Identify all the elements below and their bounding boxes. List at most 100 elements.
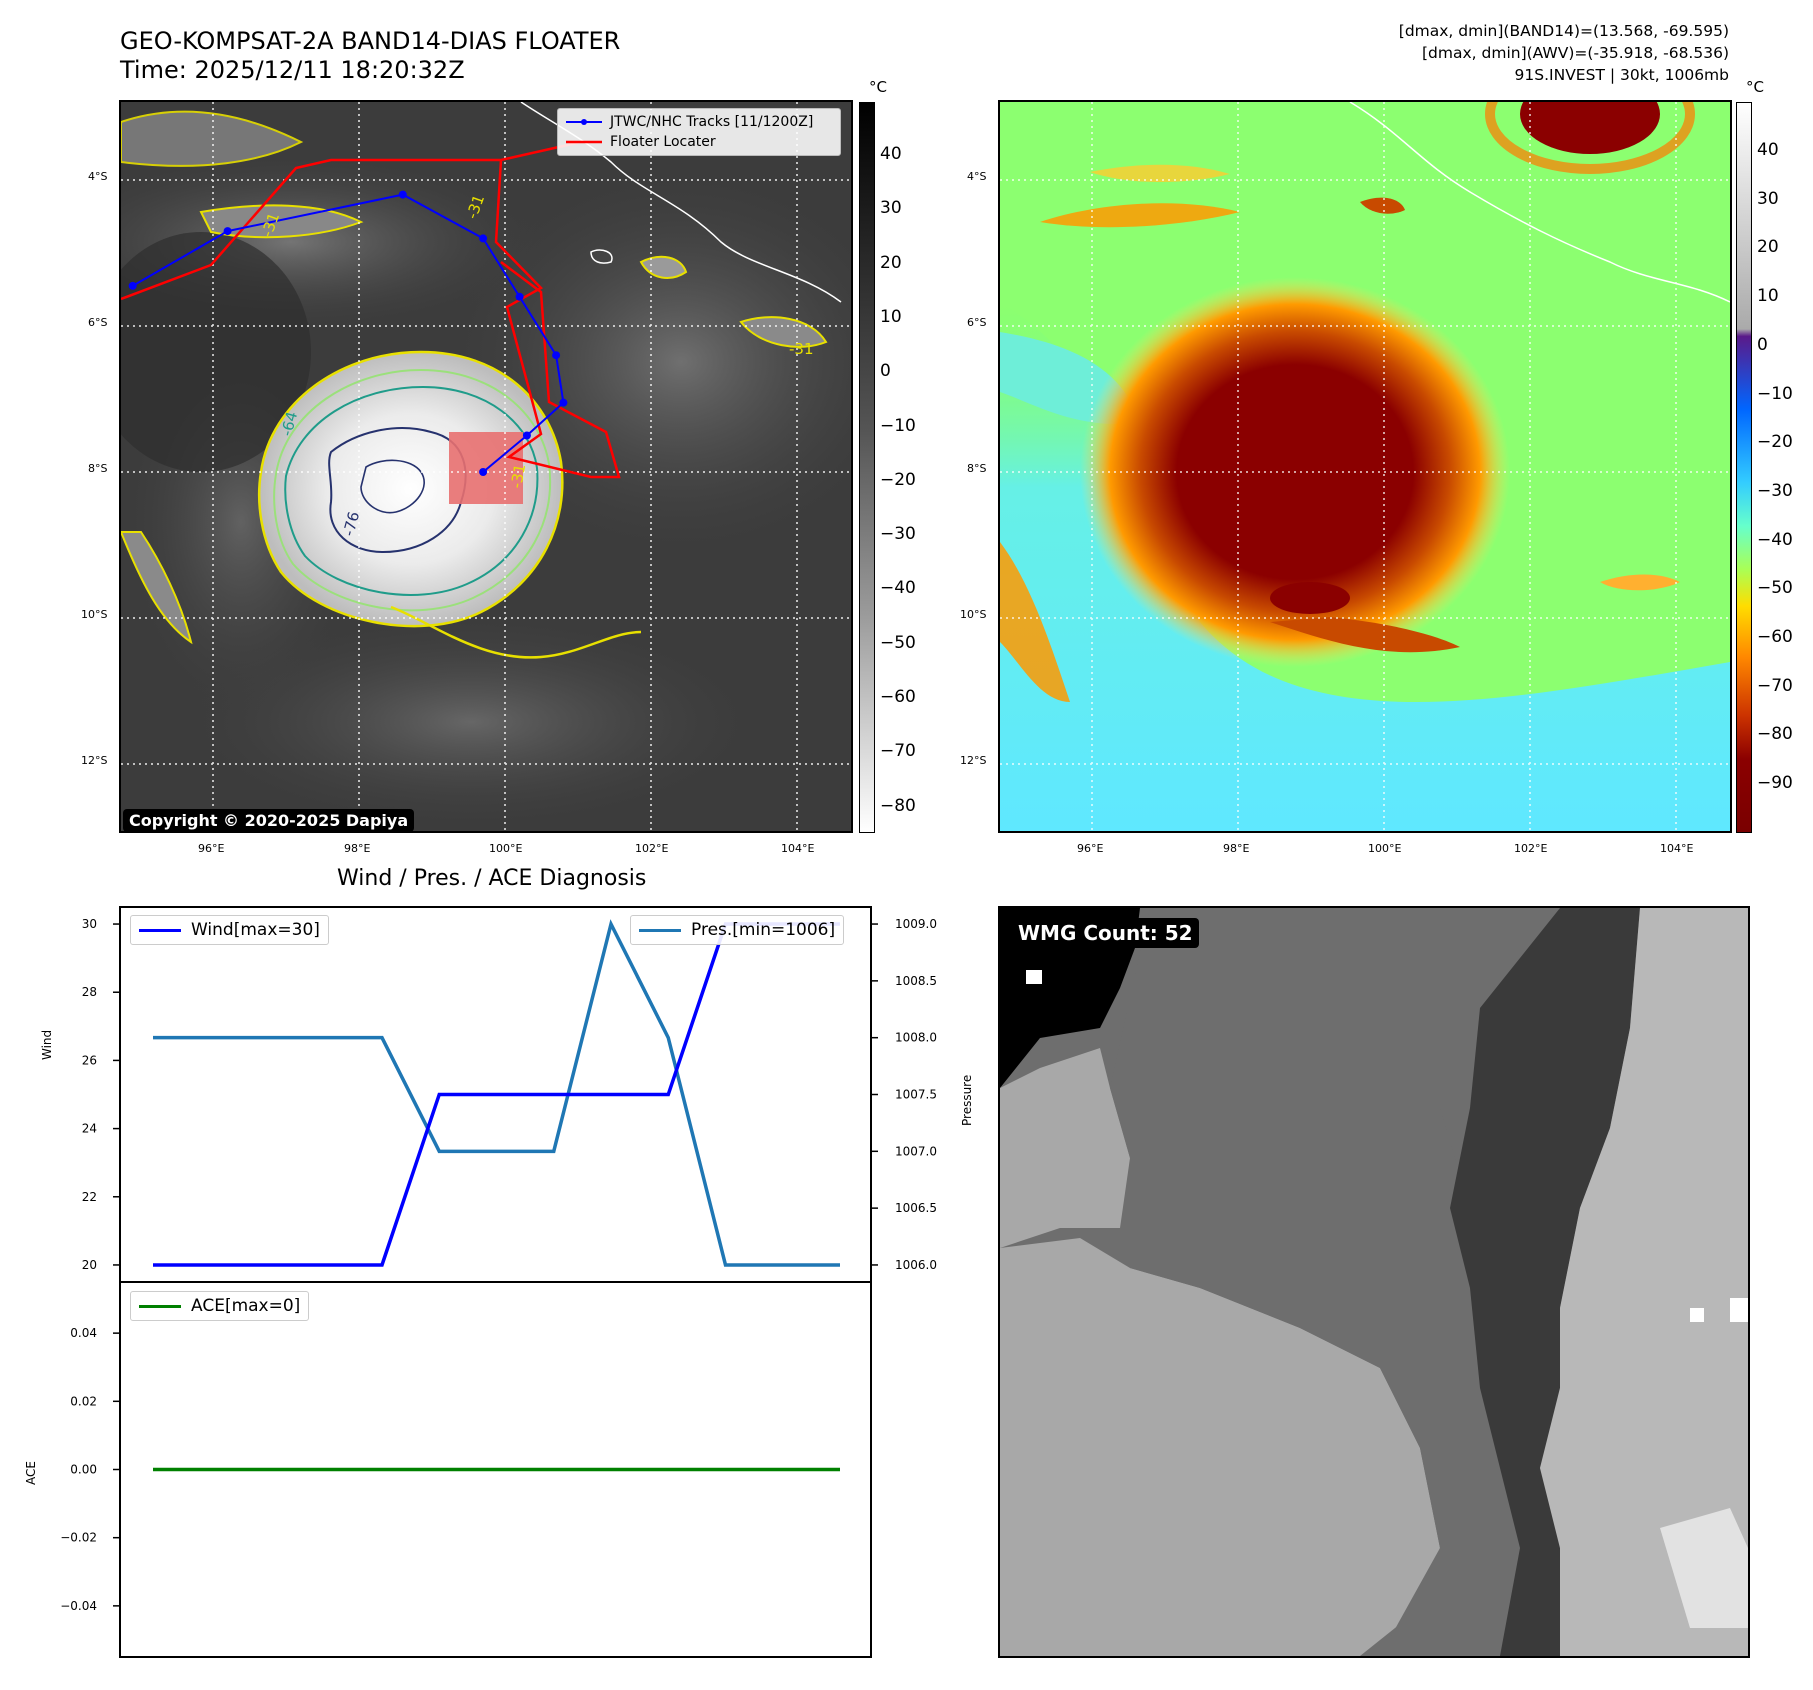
color-ir-map-panel [998,100,1732,833]
ir-map-image: -31 -31 -31 -31 -64 -76 [121,102,851,831]
pres-legend-swatch [639,928,681,932]
colorbar-tick-label: 40 [880,144,902,164]
axis-tick-label: 1008.5 [895,974,937,988]
lat-label: 8°S [967,462,987,475]
contour-label: -31 [789,340,814,358]
colorbar-tick-label: 10 [1757,286,1779,307]
track-point [128,281,137,290]
axis-tick-label: 1009.0 [895,917,937,931]
lon-label: 98°E [344,842,371,855]
contour-label: -31 [507,462,529,489]
axis-tick-label: 1006.5 [895,1201,937,1215]
colorbar-tick-label: −50 [1757,578,1793,599]
lon-label: 104°E [781,842,815,855]
colorbar-tick-label: 0 [880,361,891,382]
wind-legend-swatch [139,928,181,932]
track-point [559,398,568,407]
axis-tick-label: −0.02 [60,1531,97,1545]
colorbar-tick-label: −70 [880,741,916,762]
axis-tick-label: 20 [82,1258,97,1272]
color-colorbar-unit: °C [1746,78,1764,96]
axis-tick-label: 30 [82,917,97,931]
track-point [479,234,488,243]
wmg-image [1000,908,1748,1656]
map-legend: JTWC/NHC Tracks [11/1200Z] Floater Locat… [557,108,841,156]
lat-label: 4°S [967,170,987,183]
track-point [479,468,488,476]
colorbar-tick-label: −40 [880,578,916,599]
info-line-1: [dmax, dmin](BAND14)=(13.568, -69.595) [1398,22,1729,40]
wmg-count-label: WMG Count: 52 [1012,918,1199,948]
colorbar-tick-label: −50 [880,632,916,653]
jtwc-track [128,190,568,476]
pressure-series-line [153,919,840,1267]
axis-tick-label: 28 [82,985,97,999]
colorbar-tick-label: −20 [1757,432,1793,453]
colorbar-tick-label: 40 [1757,140,1779,160]
axis-tick-label: 24 [82,1122,97,1136]
track-point [552,351,561,360]
colorbar-tick-label: −60 [1757,627,1793,647]
colorbar-tick-label: 20 [880,252,902,273]
lat-label: 6°S [967,316,987,329]
lon-label: 104°E [1660,842,1694,855]
lat-label: 10°S [960,608,987,621]
lat-label: 8°S [88,462,108,475]
colorbar-tick-label: −80 [880,795,916,816]
lat-label: 12°S [960,754,987,767]
axis-tick-label: 1007.0 [895,1144,937,1158]
gray-colorbar-unit: °C [869,78,887,96]
colorbar-tick-label: 30 [880,198,902,219]
axis-tick-label: 1008.0 [895,1031,937,1045]
ace-legend-label: ACE[max=0] [191,1296,301,1316]
pres-legend-label: Pres.[min=1006] [691,920,836,940]
info-line-2: [dmax, dmin](AWV)=(-35.918, -68.536) [1422,44,1729,62]
ace-legend-swatch [139,1304,181,1308]
diagnosis-chart: 30 28 26 24 22 20 1009.0 1008.5 1008.0 1007.5 100… [60,906,937,1658]
track-point [223,227,232,236]
title-line-2: Time: 2025/12/11 18:20:32Z [120,56,465,84]
colorbar-tick-label: −10 [880,415,916,436]
lon-label: 100°E [1368,842,1402,855]
axis-tick-label: 0.00 [70,1463,97,1477]
ace-legend: ACE[max=0] [130,1291,310,1321]
lon-label: 96°E [198,842,225,855]
colorbar-tick-label: −80 [1757,724,1793,745]
lat-label: 6°S [88,316,108,329]
contour-label: -76 [339,510,363,538]
track-point [515,292,524,301]
title-line-1: GEO-KOMPSAT-2A BAND14-DIAS FLOATER [120,27,621,55]
lat-label: 12°S [81,754,108,767]
axis-tick-label: 22 [82,1190,97,1204]
colorbar-tick-label: −70 [1757,675,1793,696]
track-point [398,190,407,199]
contour-label: -64 [277,410,301,438]
floater-box [449,432,523,504]
axis-tick-label: 0.04 [70,1326,97,1340]
lon-label: 100°E [489,842,523,855]
colorbar-tick-label: −90 [1757,773,1793,794]
lat-label: 4°S [88,170,108,183]
floater-legend-label: Floater Locater [610,134,716,150]
wind-legend-label: Wind[max=30] [191,920,320,940]
track-point [522,431,531,440]
colorbar-tick-label: 10 [880,306,902,327]
gray-colorbar [859,102,875,833]
lon-label: 96°E [1077,842,1104,855]
diagnosis-title: Wind / Pres. / ACE Diagnosis [337,866,647,891]
color-colorbar [1736,102,1752,833]
info-line-3: 91S.INVEST | 30kt, 1006mb [1514,66,1729,84]
colorbar-tick-label: 30 [1757,188,1779,209]
axis-tick-label: 1007.5 [895,1088,937,1102]
axis-tick-label: 0.02 [70,1394,97,1408]
lat-label: 10°S [81,608,108,621]
wmg-panel: WMG Count: 52 [998,906,1750,1658]
colorbar-tick-label: −30 [880,524,916,545]
tracks-legend-swatch [566,119,602,125]
ir-map-panel: -31 -31 -31 -31 -64 -76 JTWC/NHC Tracks … [119,100,853,833]
tracks-legend-label: JTWC/NHC Tracks [11/1200Z] [610,114,814,130]
floater-legend-swatch [566,140,602,144]
colorbar-tick-label: −60 [880,687,916,707]
colorbar-tick-label: −20 [880,469,916,490]
axis-tick-label: 1006.0 [895,1258,937,1272]
